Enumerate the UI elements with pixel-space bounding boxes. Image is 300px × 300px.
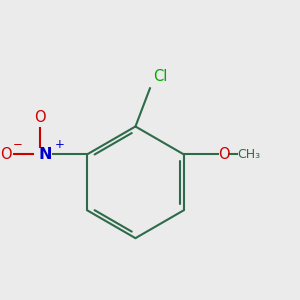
Text: N: N xyxy=(38,147,52,162)
Text: +: + xyxy=(55,138,64,151)
Text: O: O xyxy=(1,147,12,162)
Text: O: O xyxy=(34,110,46,125)
Text: Cl: Cl xyxy=(153,69,167,84)
Text: O: O xyxy=(218,147,230,162)
Text: CH₃: CH₃ xyxy=(238,148,261,161)
Text: −: − xyxy=(13,138,23,151)
